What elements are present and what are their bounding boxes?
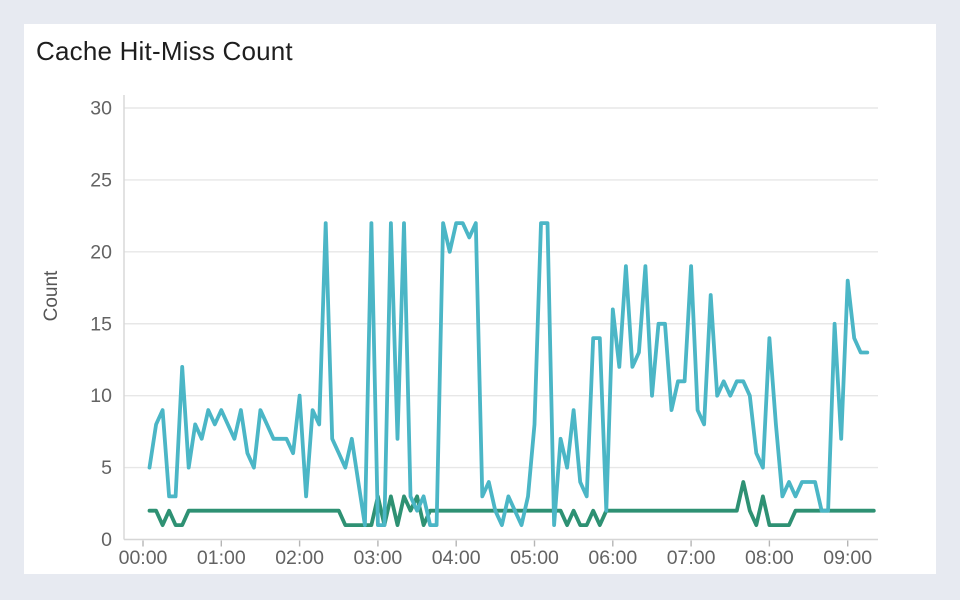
x-tick-label: 09:00 [823, 547, 872, 569]
y-axis-title: Count [41, 270, 62, 321]
x-tick-label: 07:00 [667, 547, 716, 569]
x-tick-label: 04:00 [432, 547, 481, 569]
y-tick-label: 30 [90, 98, 112, 120]
y-tick-label: 5 [101, 457, 112, 479]
x-tick-label: 05:00 [510, 547, 559, 569]
line-chart: 00:00 01:00 02:00 03:00 04:00 05:00 06:00 07:00… [41, 95, 878, 569]
y-tick-label: 0 [101, 529, 112, 551]
y-tick-label: 15 [90, 313, 112, 335]
x-tick-label: 02:00 [275, 547, 324, 569]
series-line-1 [147, 221, 870, 527]
x-tick-label: 01:00 [197, 547, 246, 569]
x-tick-label: 08:00 [745, 547, 794, 569]
series-line-2 [147, 480, 876, 527]
x-tick-label: 06:00 [588, 547, 637, 569]
y-tick-label: 20 [90, 241, 112, 263]
y-tick-label: 25 [90, 169, 112, 191]
x-tick-label: 00:00 [119, 547, 168, 569]
chart-card: Cache Hit-Miss Count 00:00 01:00 02:00 03:0… [24, 24, 936, 574]
y-tick-label: 10 [90, 385, 112, 407]
chart-title: Cache Hit-Miss Count [36, 36, 293, 66]
x-tick-label: 03:00 [353, 547, 402, 569]
